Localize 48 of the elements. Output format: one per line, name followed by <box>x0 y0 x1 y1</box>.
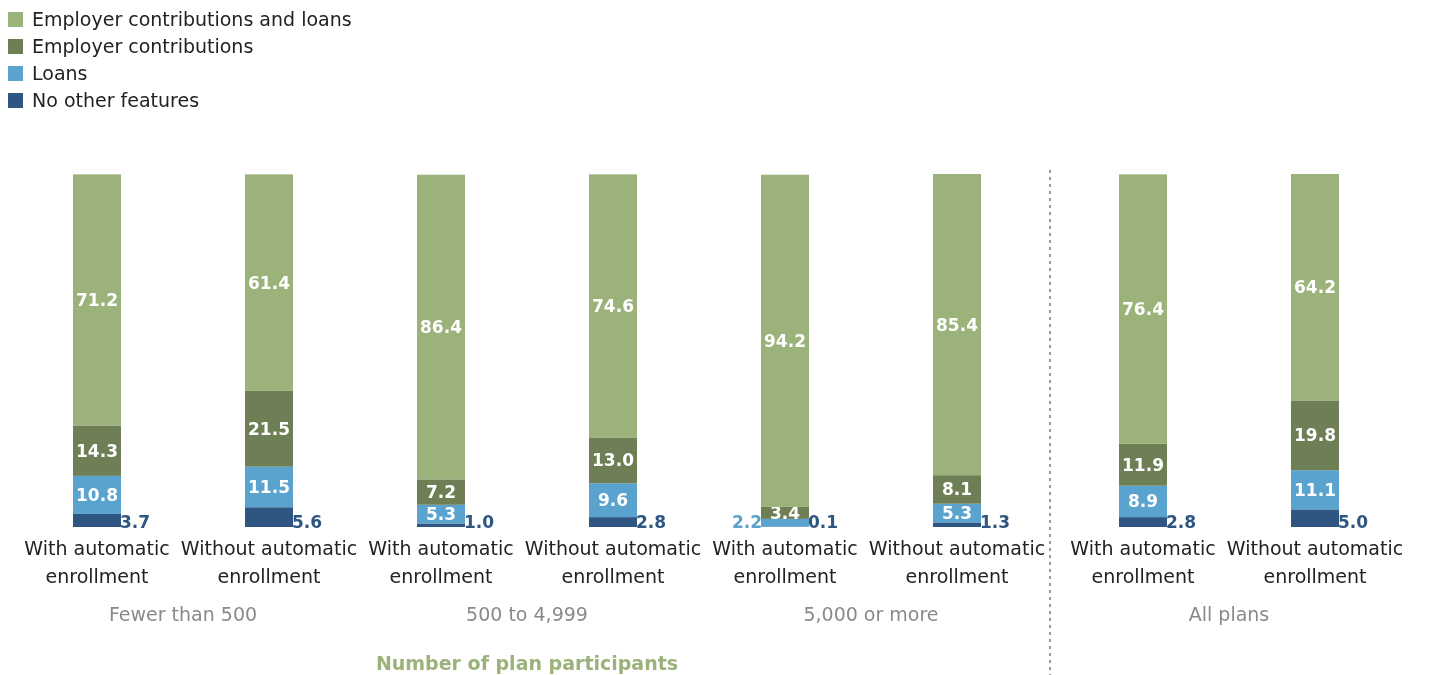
legend-label: Loans <box>32 62 88 84</box>
data-label: 11.5 <box>248 476 290 497</box>
data-label: 74.6 <box>592 295 634 316</box>
data-label: 5.3 <box>941 503 973 524</box>
data-label: 3.7 <box>120 512 151 532</box>
data-label: 1.0 <box>464 512 495 532</box>
data-label: 7.2 <box>425 482 457 503</box>
data-label: 10.8 <box>76 484 118 505</box>
text: Fewer than 500 <box>108 603 258 625</box>
x-tick-label: With automatic enrollment <box>712 537 858 587</box>
data-label: 5.0 <box>1338 512 1369 532</box>
data-label: 64.2 <box>1294 277 1336 298</box>
data-label: 2.2 <box>731 511 762 532</box>
data-label: 14.3 <box>76 440 118 461</box>
x-tick-label: Without automatic enrollment <box>524 537 702 587</box>
data-label: 19.8 <box>1294 425 1336 446</box>
data-label: 1.3 <box>980 512 1011 532</box>
data-label: 0.1 <box>808 512 839 532</box>
text: 500 to 4,999 <box>466 603 588 625</box>
legend-label: No other features <box>32 89 200 111</box>
data-label: 85.4 <box>936 314 979 335</box>
text: 5,000 or more <box>803 603 939 625</box>
legend-label: Employer contributions <box>32 35 254 57</box>
data-label: 13.0 <box>592 450 635 471</box>
data-label: 2.8 <box>1166 512 1197 532</box>
x-tick-label: With automatic enrollment <box>1070 537 1216 587</box>
text: All plans <box>1188 603 1270 625</box>
data-label: 5.3 <box>425 504 457 525</box>
x-tick-label: With automatic enrollment <box>24 537 170 587</box>
data-label: 76.4 <box>1122 299 1165 320</box>
x-tick-label: With automatic enrollment <box>368 537 514 587</box>
data-label: 11.9 <box>1122 454 1164 475</box>
data-label: 8.9 <box>1127 491 1159 512</box>
data-label: 94.2 <box>764 330 806 351</box>
data-label: 61.4 <box>248 272 291 293</box>
data-label: 11.1 <box>1294 479 1336 500</box>
data-label: 9.6 <box>597 490 629 511</box>
data-label: 5.6 <box>292 512 323 532</box>
data-label: 86.4 <box>420 317 463 338</box>
legend-label: Employer contributions and loans <box>32 8 352 30</box>
x-axis-title: Number of plan participants <box>375 652 679 674</box>
data-label: 21.5 <box>248 418 290 439</box>
x-tick-label: Without automatic enrollment <box>868 537 1046 587</box>
data-label: 8.1 <box>941 479 973 500</box>
data-label: 71.2 <box>76 289 118 310</box>
data-label: 2.8 <box>636 512 667 532</box>
x-tick-label: Without automatic enrollment <box>180 537 358 587</box>
x-tick-label: Without automatic enrollment <box>1226 537 1404 587</box>
